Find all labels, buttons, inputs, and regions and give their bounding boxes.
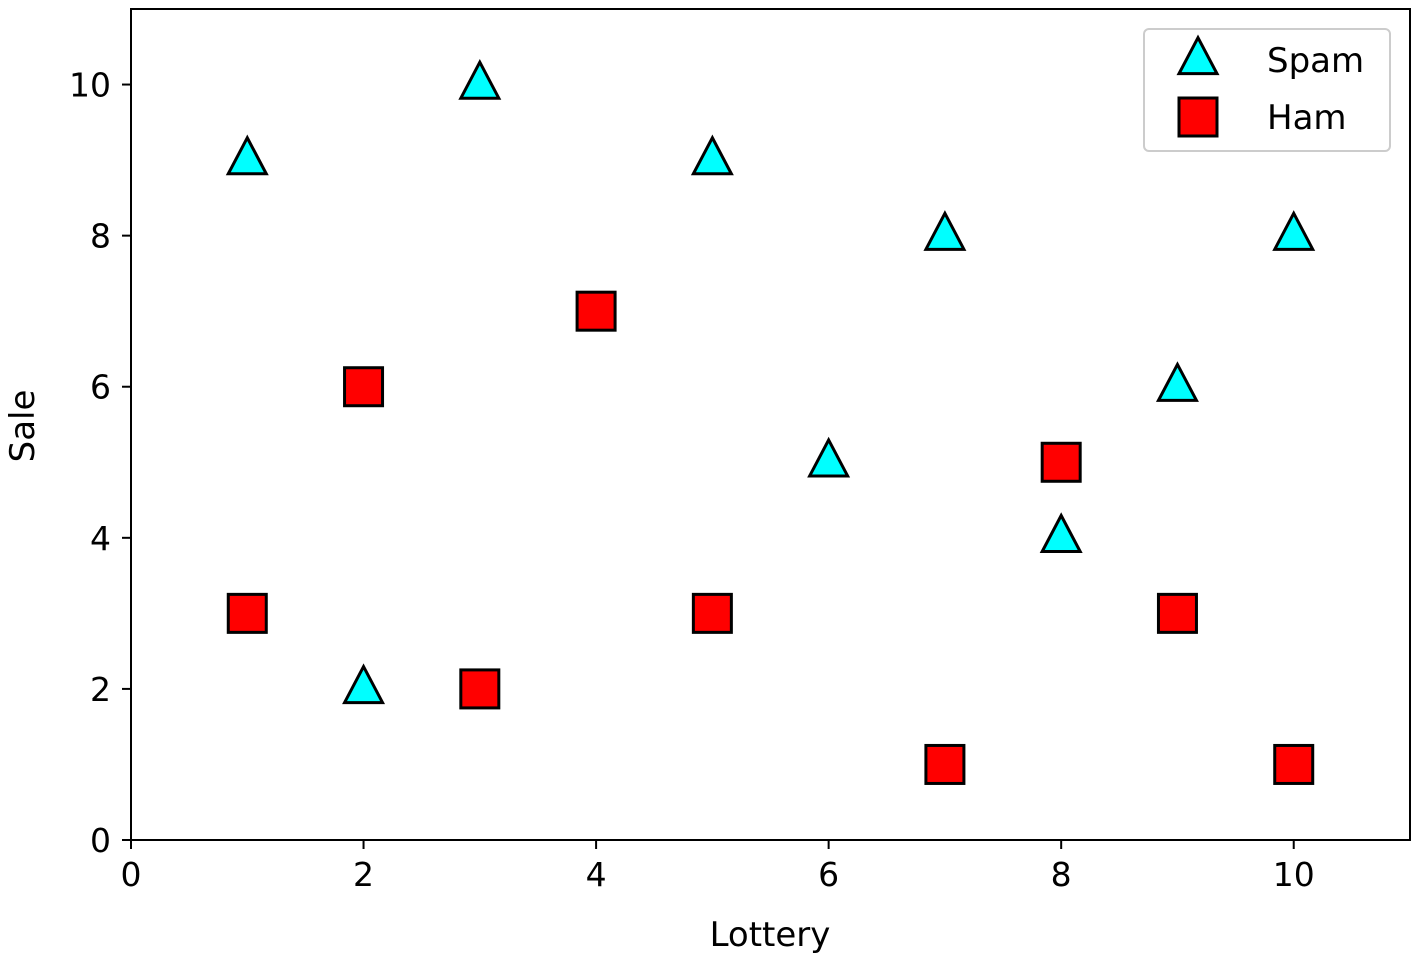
y-tick-label: 4 xyxy=(90,519,111,558)
x-axis-label: Lottery xyxy=(710,915,831,955)
spam-point xyxy=(1155,361,1199,402)
ham-point xyxy=(1273,743,1315,785)
spam-legend-marker xyxy=(1176,34,1220,76)
y-axis-label: Sale xyxy=(3,390,43,463)
spam-point xyxy=(690,134,734,176)
y-tick-label: 0 xyxy=(90,821,111,860)
x-tick-label: 2 xyxy=(353,855,374,894)
ham-point xyxy=(924,743,966,785)
ham-point xyxy=(1156,592,1198,634)
legend: Spam Ham xyxy=(1143,28,1391,152)
spam-point xyxy=(1272,210,1316,251)
ham-point xyxy=(575,290,617,332)
spam-point xyxy=(1039,512,1083,553)
y-tick-label: 10 xyxy=(69,66,111,105)
spam-point xyxy=(923,210,967,251)
x-tick-label: 6 xyxy=(818,855,839,894)
x-axis: 0 2 4 6 8 10 xyxy=(121,840,1315,894)
ham-legend-marker xyxy=(1177,96,1219,138)
plot-marks xyxy=(225,59,1316,785)
y-tick-label: 2 xyxy=(90,670,111,709)
spam-point xyxy=(458,59,502,100)
ham-point xyxy=(691,592,733,634)
spam-point xyxy=(807,436,851,478)
legend-label: Spam xyxy=(1267,41,1364,81)
spam-point xyxy=(342,663,386,705)
ham-point xyxy=(1040,441,1082,483)
y-tick-label: 6 xyxy=(90,368,111,407)
ham-point xyxy=(343,366,385,408)
ham-point xyxy=(459,668,501,710)
x-tick-label: 4 xyxy=(586,855,607,894)
x-tick-label: 10 xyxy=(1273,855,1315,894)
y-tick-label: 8 xyxy=(90,217,111,256)
plot-frame xyxy=(130,8,1411,841)
x-tick-label: 0 xyxy=(121,855,142,894)
x-tick-label: 8 xyxy=(1051,855,1072,894)
legend-label: Ham xyxy=(1267,98,1347,138)
y-axis: 0 2 4 6 8 10 xyxy=(69,66,131,860)
ham-point xyxy=(226,592,268,634)
spam-point xyxy=(225,134,269,176)
